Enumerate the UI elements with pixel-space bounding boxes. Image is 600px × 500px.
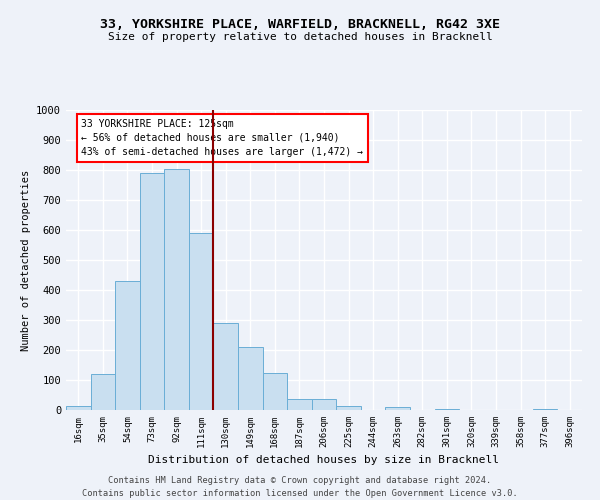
Bar — [214, 323, 238, 410]
Text: Contains HM Land Registry data © Crown copyright and database right 2024.
Contai: Contains HM Land Registry data © Crown c… — [82, 476, 518, 498]
Text: 33 YORKSHIRE PLACE: 125sqm
← 56% of detached houses are smaller (1,940)
43% of s: 33 YORKSHIRE PLACE: 125sqm ← 56% of deta… — [82, 119, 364, 157]
Bar — [263, 372, 287, 410]
Bar — [312, 398, 336, 410]
Y-axis label: Number of detached properties: Number of detached properties — [20, 170, 31, 350]
Bar — [336, 406, 361, 410]
Bar — [189, 233, 214, 410]
Text: 33, YORKSHIRE PLACE, WARFIELD, BRACKNELL, RG42 3XE: 33, YORKSHIRE PLACE, WARFIELD, BRACKNELL… — [100, 18, 500, 30]
Bar — [164, 168, 189, 410]
Bar — [115, 281, 140, 410]
Bar — [385, 407, 410, 410]
Bar — [66, 406, 91, 410]
Bar — [287, 398, 312, 410]
Bar — [140, 173, 164, 410]
Bar — [533, 408, 557, 410]
Text: Size of property relative to detached houses in Bracknell: Size of property relative to detached ho… — [107, 32, 493, 42]
Bar — [238, 347, 263, 410]
X-axis label: Distribution of detached houses by size in Bracknell: Distribution of detached houses by size … — [149, 456, 499, 466]
Bar — [91, 374, 115, 410]
Bar — [434, 408, 459, 410]
